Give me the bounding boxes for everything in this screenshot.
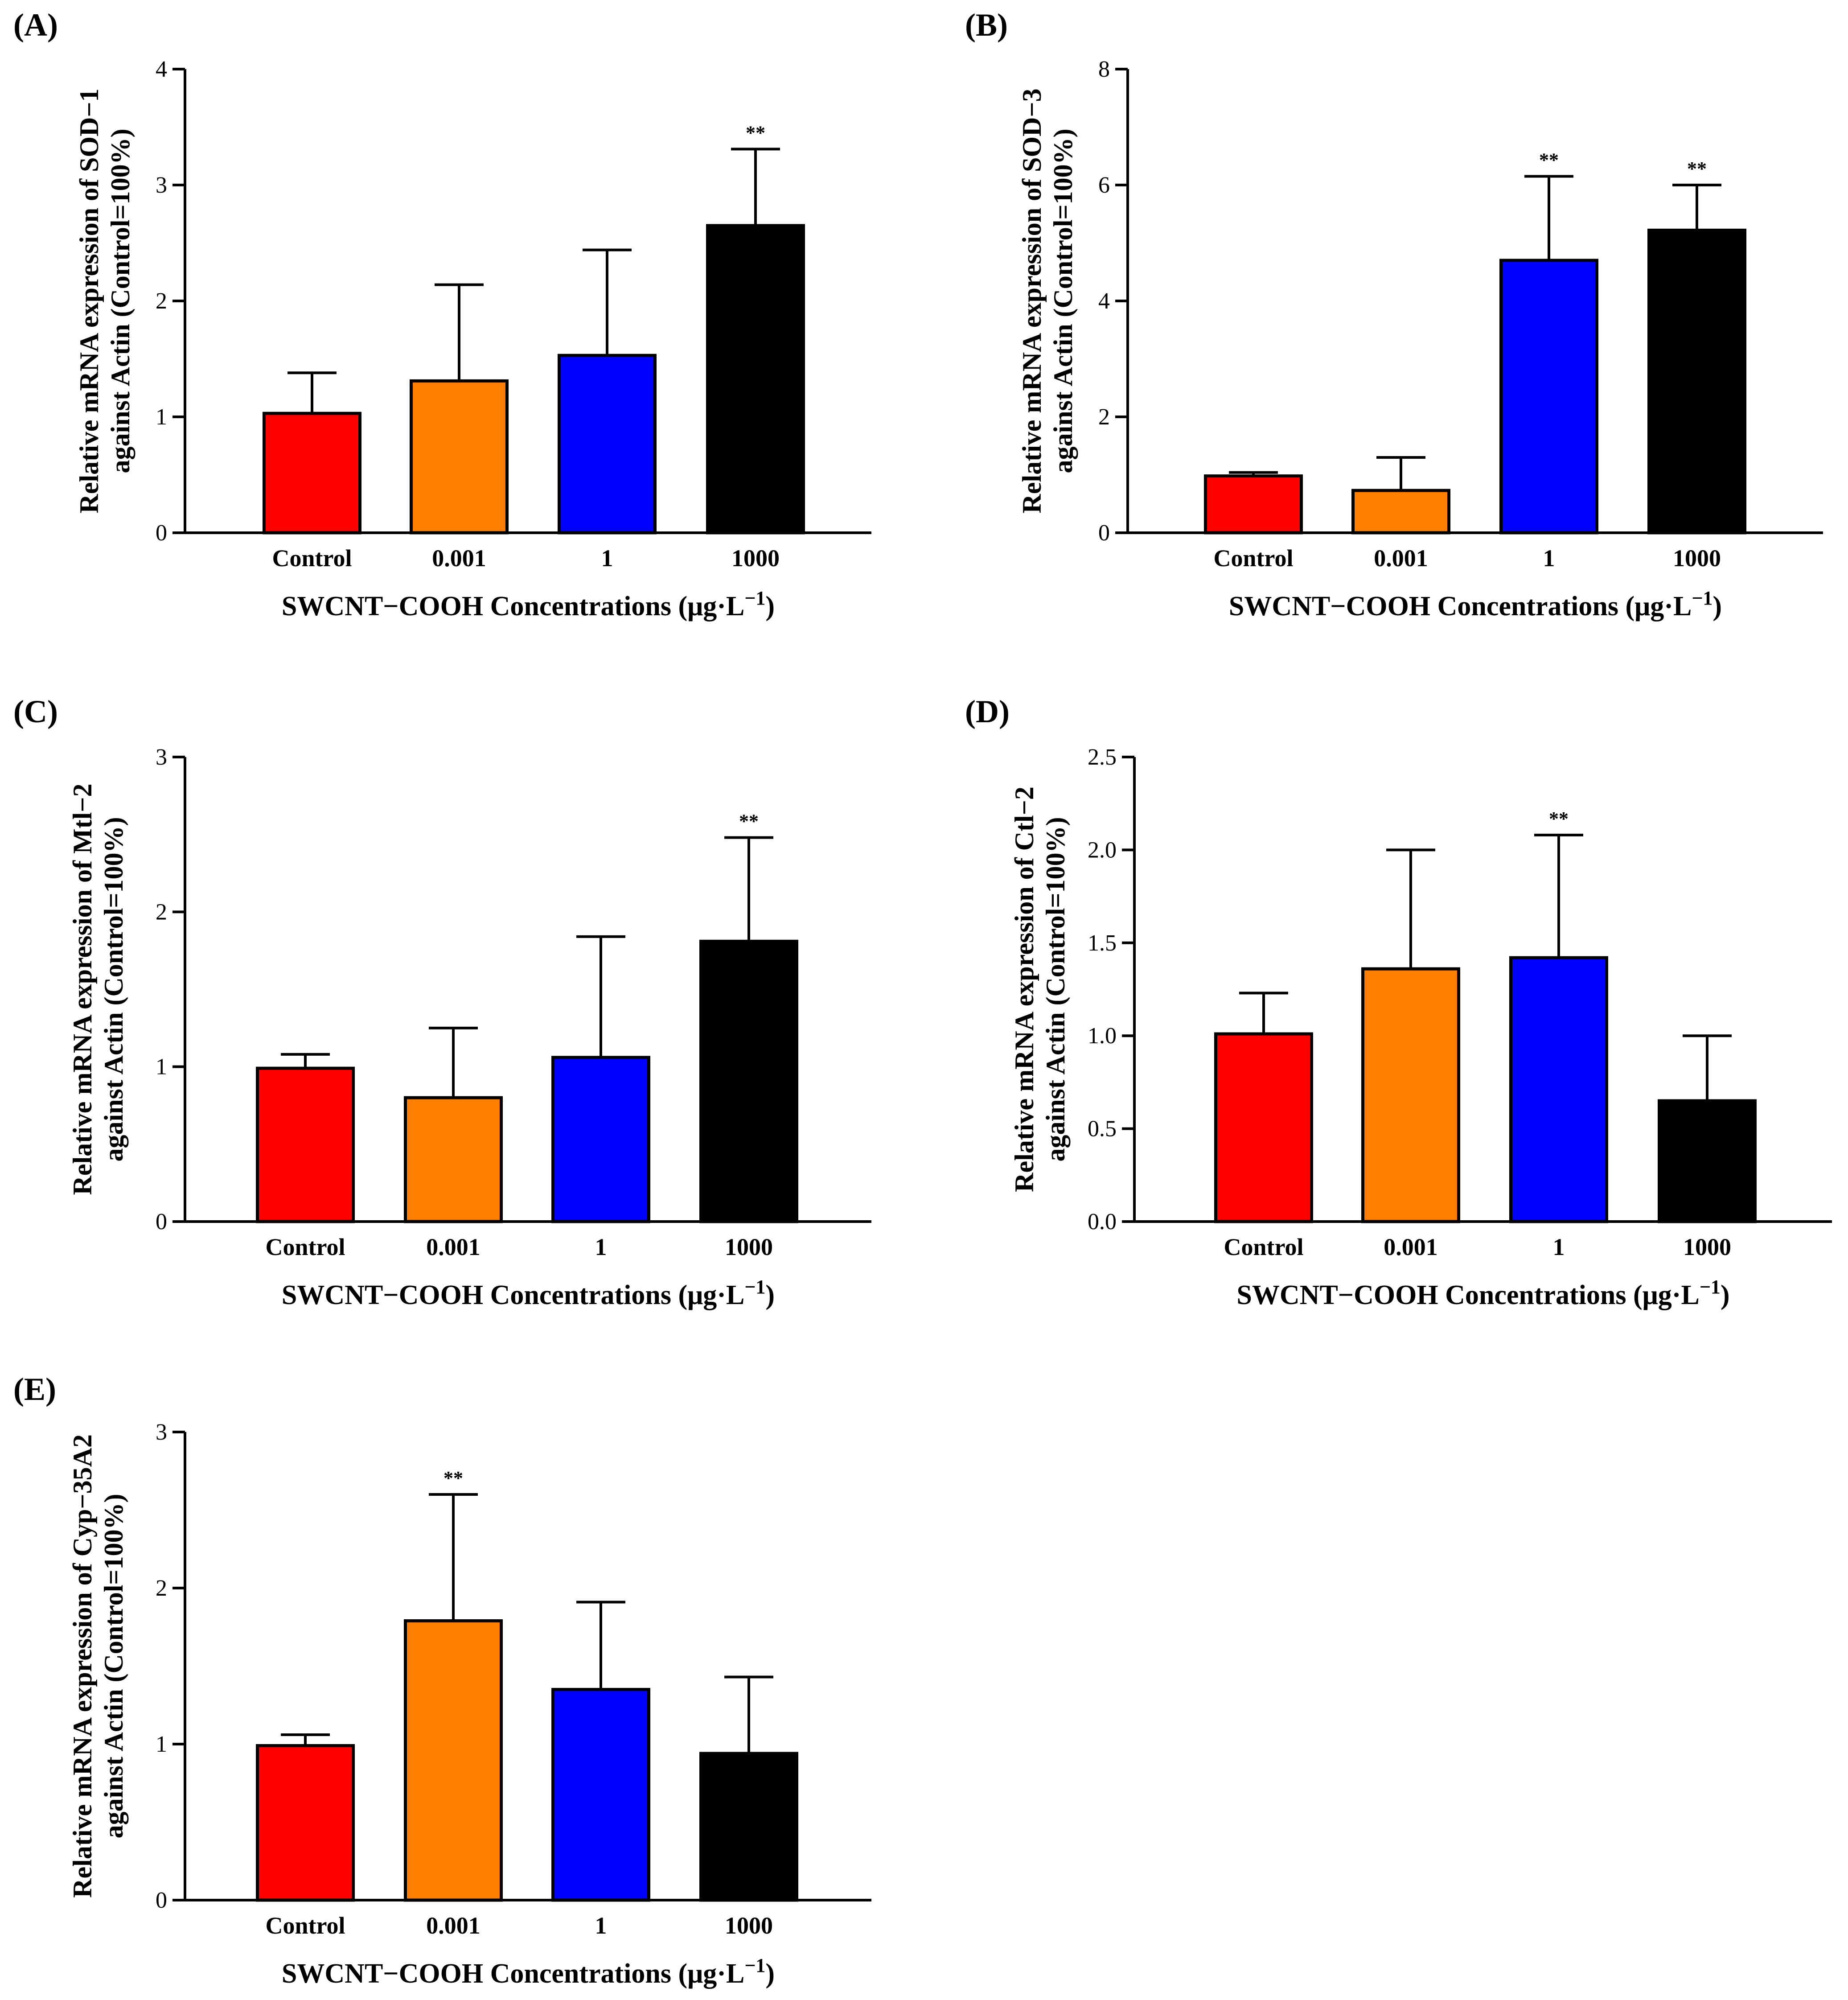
y-tick-label: 1.5 [1088, 930, 1117, 956]
bar [256, 1066, 355, 1223]
bar [404, 1619, 503, 1902]
y-axis-label: Relative mRNA expression of SOD−1 [74, 88, 104, 513]
category-label: 0.001 [426, 1912, 480, 1939]
panel-label: (D) [965, 694, 1010, 729]
y-tick-label: 2 [156, 1576, 167, 1601]
category-label: 0.001 [426, 1234, 480, 1260]
bar [256, 1744, 355, 1902]
category-label: 1 [595, 1234, 607, 1260]
y-axis-label-line2: against Actin (Control=100%) [99, 1494, 128, 1838]
y-axis-label: Relative mRNA expression of SOD−3 [1017, 88, 1047, 513]
y-tick-label: 0 [1098, 520, 1110, 546]
chart-panel: (B) Control 0.001 ** 1 ** 1000 0 2 4 6 8 SWCNT−COOH … [965, 7, 1823, 621]
y-tick-label: 3 [156, 1420, 167, 1445]
y-tick-label: 0 [156, 520, 167, 546]
bar [551, 1688, 650, 1902]
y-tick-label: 0.5 [1088, 1116, 1117, 1142]
category-label: 0.001 [1384, 1234, 1438, 1260]
y-axis-label: Relative mRNA expression of Ctl−2 [1010, 786, 1039, 1192]
y-axis-label: Relative mRNA expression of Mtl−2 [68, 784, 97, 1195]
bar [706, 224, 805, 535]
bar [1647, 228, 1746, 535]
y-axis-label-line2: against Actin (Control=100%) [1041, 817, 1070, 1161]
y-tick-label: 1 [156, 1732, 167, 1757]
y-axis-label: Relative mRNA expression of Cyp−35A2 [68, 1434, 97, 1898]
y-tick-label: 1 [156, 1054, 167, 1080]
category-label: 1000 [1673, 545, 1721, 572]
category-label: 1 [601, 545, 613, 572]
y-tick-label: 6 [1098, 173, 1110, 198]
bar [1499, 259, 1598, 535]
bar [699, 939, 798, 1223]
y-tick-label: 4 [1098, 288, 1110, 314]
chart-panel: (E) Control ** 0.001 1 1000 0 1 2 3 SWCNT−COOH Con… [13, 1371, 871, 1989]
bar [1361, 967, 1460, 1223]
y-tick-label: 3 [156, 173, 167, 198]
y-tick-label: 2 [1098, 404, 1110, 430]
y-tick-label: 1.0 [1088, 1023, 1117, 1049]
y-axis-label-line2: against Actin (Control=100%) [106, 128, 135, 473]
y-tick-label: 0 [156, 1209, 167, 1235]
category-label: Control [272, 545, 352, 572]
panel-label: (E) [13, 1371, 56, 1407]
x-axis-label: SWCNT−COOH Concentrations (μg·L−1) [282, 587, 775, 621]
significance-marker: ** [746, 122, 765, 144]
category-label: 1000 [731, 545, 780, 572]
significance-marker: ** [1549, 808, 1569, 830]
category-label: 0.001 [1374, 545, 1428, 572]
x-axis-label: SWCNT−COOH Concentrations (μg·L−1) [282, 1955, 775, 1989]
y-tick-label: 4 [156, 57, 167, 82]
bar [263, 412, 361, 535]
y-tick-label: 0 [156, 1888, 167, 1913]
category-label: 1000 [1683, 1234, 1731, 1260]
bar [1658, 1099, 1757, 1223]
y-tick-label: 2 [156, 288, 167, 314]
bar [551, 1056, 650, 1223]
bar [1214, 1032, 1313, 1223]
significance-marker: ** [739, 811, 759, 832]
panel-label: (A) [13, 7, 58, 43]
significance-marker: ** [1687, 158, 1707, 180]
bar [404, 1096, 503, 1223]
y-tick-label: 2.5 [1088, 745, 1117, 770]
y-tick-label: 1 [156, 404, 167, 430]
y-tick-label: 8 [1098, 57, 1110, 82]
y-tick-label: 2 [156, 899, 167, 925]
bar [558, 354, 657, 535]
y-axis-label-line2: against Actin (Control=100%) [99, 817, 128, 1161]
category-label: 1 [1553, 1234, 1565, 1260]
category-label: 1000 [725, 1912, 773, 1939]
panel-label: (C) [13, 694, 58, 729]
category-label: Control [265, 1912, 345, 1939]
bar [699, 1752, 798, 1902]
category-label: Control [1224, 1234, 1303, 1260]
significance-marker: ** [444, 1467, 463, 1489]
y-axis-label-line2: against Actin (Control=100%) [1048, 128, 1078, 473]
panel-label: (B) [965, 7, 1008, 43]
chart-panel: (D) Control 0.001 ** 1 1000 0.0 0.5 1.0 1.5 2.0 2.5… [965, 694, 1832, 1310]
category-label: 0.001 [432, 545, 486, 572]
bar [410, 379, 509, 535]
bar [1509, 956, 1608, 1223]
category-label: Control [1213, 545, 1293, 572]
x-axis-label: SWCNT−COOH Concentrations (μg·L−1) [1229, 587, 1722, 621]
chart-panel: (C) Control 0.001 1 ** 1000 0 1 2 3 SWCNT−COOH Con… [13, 694, 871, 1310]
category-label: Control [265, 1234, 345, 1260]
x-axis-label: SWCNT−COOH Concentrations (μg·L−1) [282, 1276, 775, 1310]
bar [1204, 474, 1303, 535]
significance-marker: ** [1539, 149, 1559, 171]
bar [1351, 489, 1450, 535]
y-tick-label: 2.0 [1088, 837, 1117, 863]
category-label: 1 [1543, 545, 1555, 572]
category-label: 1 [595, 1912, 607, 1939]
y-tick-label: 0.0 [1088, 1209, 1117, 1235]
chart-panel: (A) Control 0.001 1 ** 1000 0 1 2 3 4 SWCNT−COOH Co… [13, 7, 871, 621]
x-axis-label: SWCNT−COOH Concentrations (μg·L−1) [1236, 1276, 1729, 1310]
category-label: 1000 [725, 1234, 773, 1260]
y-tick-label: 3 [156, 745, 167, 770]
